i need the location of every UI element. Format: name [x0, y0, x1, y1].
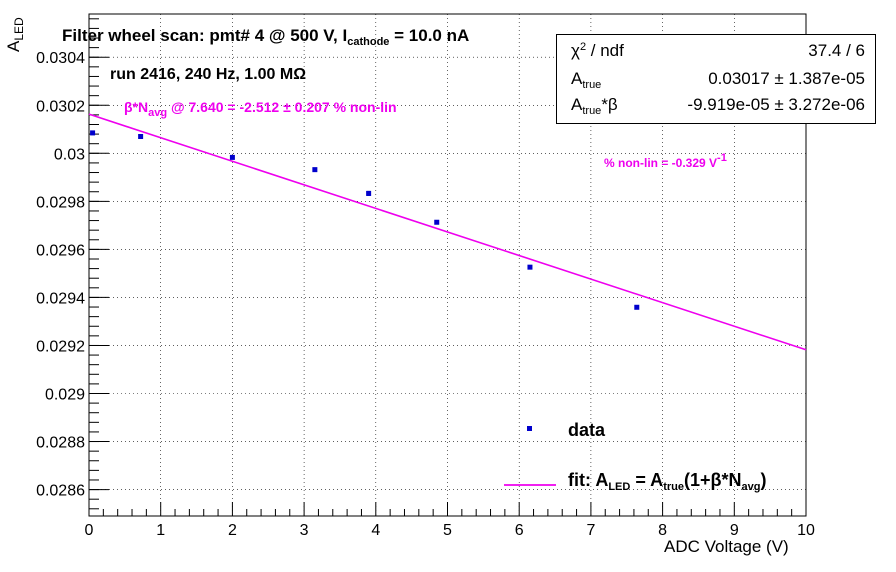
stat-value: 37.4 / 6	[808, 41, 865, 60]
fit-line	[88, 113, 807, 351]
x-tick-label: 2	[228, 522, 237, 539]
x-tick-label: 7	[586, 522, 595, 539]
data-point	[138, 133, 144, 139]
data-point	[366, 190, 372, 196]
y-tick-label: 0.0302	[36, 98, 85, 115]
y-tick-label: 0.03	[54, 146, 85, 163]
stat-row-atrue: Atrue 0.03017 ± 1.387e-05	[571, 69, 865, 95]
data-point	[527, 264, 533, 270]
data-point	[634, 304, 640, 310]
stat-row-atrue-beta: Atrue*β -9.919e-05 ± 3.272e-06	[571, 95, 865, 121]
y-tick-label: 0.0298	[36, 194, 85, 211]
x-tick-label: 4	[371, 522, 380, 539]
y-tick-label: 0.0294	[36, 290, 85, 307]
stat-value: 0.03017 ± 1.387e-05	[708, 69, 865, 88]
x-tick-label: 10	[797, 522, 815, 539]
stat-label: χ2 / ndf	[571, 41, 624, 60]
data-point	[434, 219, 440, 225]
stat-label: Atrue	[571, 69, 602, 91]
nonlin-per-volt-annotation: % non-lin = -0.329 V-1	[604, 152, 727, 170]
legend-data-label: data	[568, 420, 606, 440]
data-point	[90, 130, 96, 136]
x-tick-label: 0	[85, 522, 94, 539]
nonlin-annotation: β*Navg @ 7.640 = -2.512 ± 0.207 % non-li…	[124, 99, 397, 119]
chart-title: Filter wheel scan: pmt# 4 @ 500 V, Icath…	[62, 26, 470, 48]
stat-value: -9.919e-05 ± 3.272e-06	[687, 95, 865, 114]
y-tick-label: 0.029	[45, 387, 85, 404]
y-tick-label: 0.0304	[36, 50, 85, 67]
x-tick-label: 8	[658, 522, 667, 539]
x-tick-label: 5	[443, 522, 452, 539]
legend-fit-label: fit: ALED = Atrue(1+β*Navg)	[568, 470, 767, 493]
data-point	[229, 154, 235, 160]
y-tick-label: 0.0286	[36, 483, 85, 500]
data-point	[312, 167, 318, 173]
fit-stats-box: χ2 / ndf 37.4 / 6 Atrue 0.03017 ± 1.387e…	[556, 34, 876, 124]
x-axis-label: ADC Voltage (V)	[664, 537, 789, 556]
x-tick-label: 3	[300, 522, 309, 539]
stat-row-chi2: χ2 / ndf 37.4 / 6	[571, 41, 865, 67]
x-tick-label: 9	[730, 522, 739, 539]
x-tick-label: 6	[515, 522, 524, 539]
stat-label: Atrue*β	[571, 95, 618, 117]
legend-data-marker	[527, 426, 532, 431]
y-tick-label: 0.0296	[36, 242, 85, 259]
x-tick-label: 1	[156, 522, 165, 539]
y-tick-label: 0.0292	[36, 338, 85, 355]
y-tick-label: 0.0288	[36, 435, 85, 452]
run-info-label: run 2416, 240 Hz, 1.00 MΩ	[110, 66, 307, 83]
y-axis-label: ALED	[4, 17, 26, 52]
